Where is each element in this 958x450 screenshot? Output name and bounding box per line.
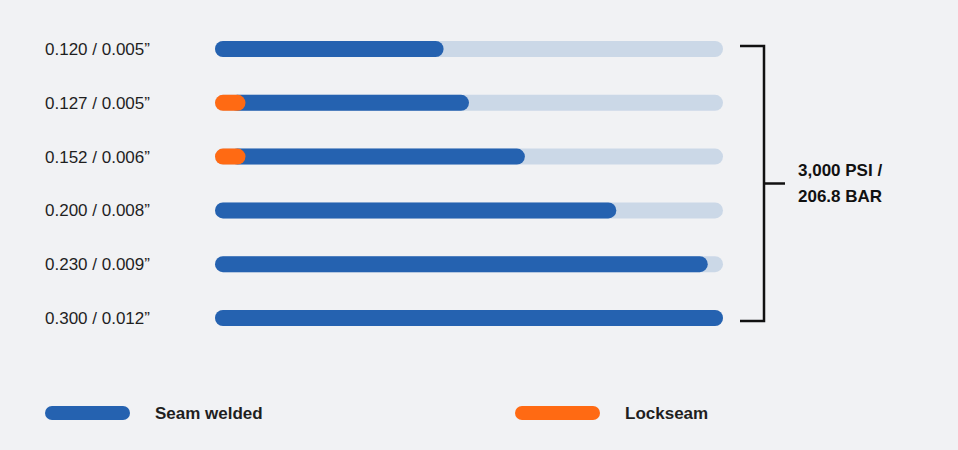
- annotation: 206.8 BAR: [798, 187, 882, 206]
- category-label: 0.120 / 0.005”: [45, 40, 150, 59]
- bar: [229, 95, 469, 111]
- category-label: 0.230 / 0.009”: [45, 255, 150, 274]
- range-track: [215, 310, 723, 326]
- range-track: [215, 95, 723, 111]
- background: [0, 0, 958, 450]
- range-track: [215, 202, 723, 218]
- bar: [215, 41, 444, 57]
- chart: 0.120 / 0.005” 0.127 / 0.005” 0.152 / 0.00…: [0, 0, 958, 450]
- bar: [215, 256, 708, 272]
- bar: [215, 95, 245, 111]
- range-track: [215, 41, 723, 57]
- legend-label: Lockseam: [625, 404, 708, 423]
- bar: [229, 149, 524, 165]
- bar: [215, 149, 245, 165]
- bar: [215, 310, 723, 326]
- tracks: [215, 41, 723, 326]
- bars: [215, 41, 723, 326]
- bracket: [740, 46, 785, 321]
- legend-swatch: [515, 406, 600, 420]
- legend: Seam welded Lockseam: [45, 404, 708, 423]
- category-label: 0.300 / 0.012”: [45, 309, 150, 328]
- range-track: [215, 256, 723, 272]
- annotation: 3,000 PSI /: [798, 161, 882, 180]
- legend-label: Seam welded: [155, 404, 263, 423]
- category-label: 0.127 / 0.005”: [45, 94, 150, 113]
- range-track: [215, 149, 723, 165]
- category-label: 0.152 / 0.006”: [45, 148, 150, 167]
- category-label: 0.200 / 0.008”: [45, 201, 150, 220]
- category-labels: 0.120 / 0.005” 0.127 / 0.005” 0.152 / 0.00…: [45, 40, 150, 328]
- bar: [215, 202, 616, 218]
- legend-swatch: [45, 406, 130, 420]
